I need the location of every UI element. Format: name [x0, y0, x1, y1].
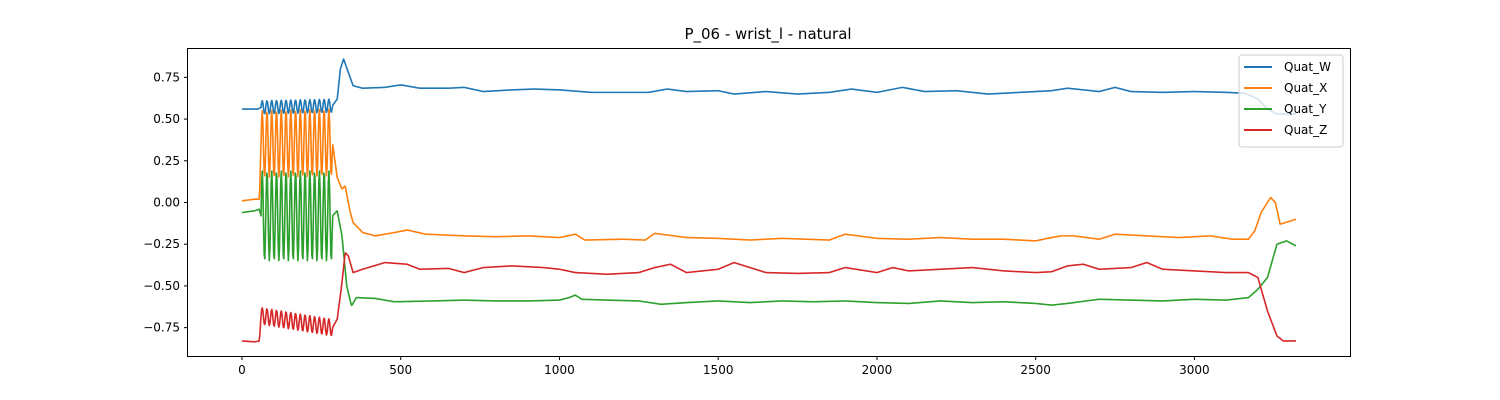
x-tick-label: 3000	[1179, 363, 1210, 377]
y-tick-label: −0.50	[143, 279, 180, 293]
y-axis: −0.75 −0.50 −0.25 0.00 0.25 0.50 0.75	[143, 70, 188, 335]
series-line-quat-w	[241, 58, 1297, 115]
x-tick-label: 1000	[544, 363, 575, 377]
chart-title: P_06 - wrist_l - natural	[684, 25, 851, 44]
x-tick-label: 1500	[703, 363, 734, 377]
series-line-quat-y	[241, 170, 1297, 307]
plot-frame	[187, 48, 1351, 357]
x-tick-label: 2500	[1020, 363, 1051, 377]
legend-label: Quat_X	[1284, 81, 1327, 95]
legend-label: Quat_W	[1284, 60, 1331, 74]
x-tick-label: 500	[389, 363, 412, 377]
series-line-quat-z	[241, 252, 1297, 343]
legend-box	[1238, 54, 1344, 148]
x-axis: 0 500 1000 1500 2000 2500 3000	[238, 356, 1210, 377]
y-tick-label: 0.75	[153, 70, 180, 84]
y-tick-label: 0.25	[153, 154, 180, 168]
x-tick-label: 2000	[862, 363, 893, 377]
legend-label: Quat_Y	[1284, 102, 1327, 116]
legend: Quat_W Quat_X Quat_Y Quat_Z	[1238, 54, 1344, 148]
series-line-quat-x	[241, 108, 1297, 242]
y-tick-label: 0.50	[153, 112, 180, 126]
y-tick-label: −0.75	[143, 321, 180, 335]
y-tick-label: 0.00	[153, 196, 180, 210]
y-tick-label: −0.25	[143, 237, 180, 251]
x-tick-label: 0	[238, 363, 246, 377]
series-layer	[241, 58, 1297, 343]
legend-label: Quat_Z	[1284, 123, 1327, 137]
